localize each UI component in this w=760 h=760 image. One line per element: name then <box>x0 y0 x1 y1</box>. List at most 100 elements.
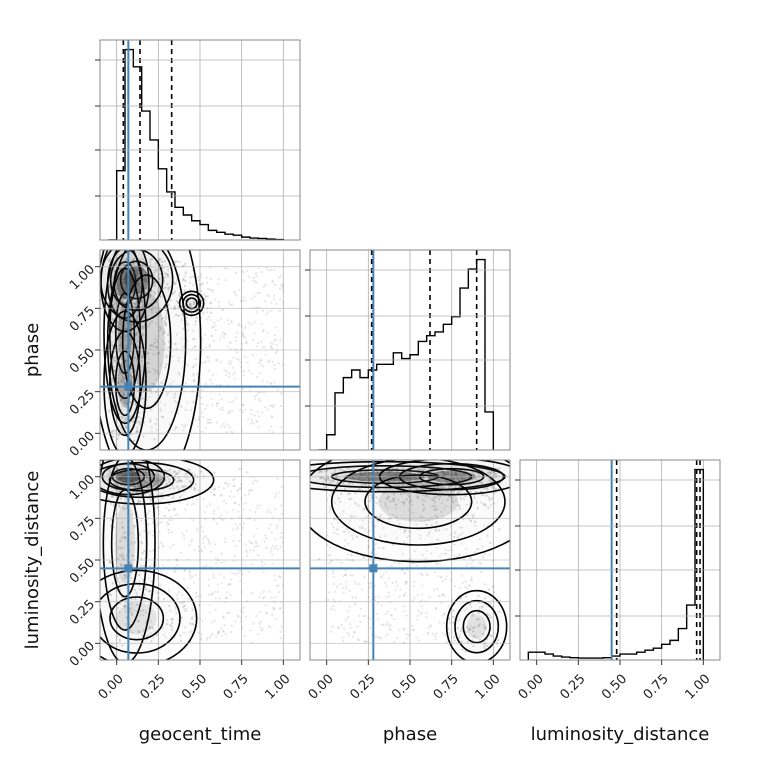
sample-point <box>374 598 377 601</box>
sample-point <box>408 495 411 498</box>
sample-point <box>491 486 494 489</box>
sample-point <box>271 346 274 350</box>
sample-point <box>482 487 486 491</box>
sample-point <box>228 341 231 344</box>
sample-point <box>142 389 146 392</box>
sample-point <box>120 536 124 539</box>
sample-point <box>147 480 150 484</box>
sample-point <box>173 508 176 511</box>
histogram-phase <box>318 258 495 450</box>
sample-point <box>130 597 134 601</box>
sample-point <box>367 546 370 549</box>
sample-point <box>421 584 424 587</box>
sample-point <box>449 473 453 477</box>
sample-point <box>192 329 195 332</box>
sample-point <box>459 526 462 529</box>
sample-point <box>113 301 116 305</box>
sample-point <box>403 572 406 575</box>
sample-point <box>122 376 125 380</box>
sample-point <box>403 610 406 613</box>
sample-point <box>425 523 429 527</box>
sample-point <box>169 609 172 613</box>
sample-point <box>123 296 126 299</box>
sample-point <box>212 573 215 576</box>
x-tick-label: 0.25 <box>347 672 378 703</box>
sample-point <box>367 529 371 532</box>
sample-point <box>210 397 213 401</box>
sample-point <box>395 537 398 540</box>
sample-point <box>187 469 191 472</box>
sample-point <box>463 495 466 498</box>
sample-point <box>123 576 127 580</box>
sample-point <box>413 550 416 553</box>
sample-point <box>240 429 244 432</box>
sample-point <box>215 404 218 408</box>
sample-point <box>234 544 237 547</box>
sample-point <box>207 295 210 298</box>
sample-point <box>442 473 446 477</box>
sample-point <box>122 546 125 550</box>
sample-point <box>339 583 342 586</box>
sample-point <box>255 306 258 309</box>
sample-point <box>135 479 139 482</box>
sample-point <box>170 626 174 629</box>
sample-point <box>458 636 461 639</box>
sample-point <box>252 422 255 425</box>
sample-point <box>323 485 327 489</box>
sample-point <box>458 586 461 590</box>
sample-point <box>215 359 218 362</box>
sample-point <box>359 479 363 483</box>
sample-point <box>118 638 121 641</box>
sample-point <box>327 478 330 481</box>
sample-point <box>465 587 469 590</box>
sample-point <box>229 411 232 414</box>
sample-point <box>119 498 122 501</box>
sample-point <box>235 528 239 531</box>
sample-point <box>437 529 441 532</box>
sample-point <box>139 420 142 424</box>
sample-point <box>139 610 142 613</box>
sample-point <box>457 537 460 540</box>
sample-point <box>263 300 266 303</box>
sample-point <box>430 552 433 555</box>
sample-point <box>233 290 236 293</box>
sample-point <box>428 596 431 599</box>
sample-point <box>333 582 336 586</box>
sample-point <box>240 342 244 345</box>
sample-point <box>365 640 368 643</box>
sample-point <box>132 609 135 612</box>
sample-point <box>150 343 153 347</box>
sample-point <box>199 289 203 293</box>
sample-point <box>396 518 400 522</box>
sample-point <box>263 406 267 409</box>
sample-point <box>387 495 390 499</box>
sample-point <box>136 330 140 334</box>
sample-point <box>491 635 494 638</box>
sample-point <box>269 511 272 514</box>
sample-point <box>319 470 323 473</box>
sample-point <box>351 596 354 599</box>
sample-point <box>481 555 484 558</box>
sample-point <box>218 338 222 341</box>
sample-point <box>376 635 379 639</box>
sample-point <box>276 344 279 347</box>
sample-point <box>164 636 168 639</box>
sample-point <box>360 527 364 530</box>
sample-point <box>237 510 240 513</box>
sample-point <box>200 548 203 552</box>
sample-point <box>149 593 152 597</box>
sample-point <box>120 336 123 340</box>
sample-point <box>326 499 329 502</box>
sample-point <box>161 415 165 419</box>
sample-point <box>347 492 350 496</box>
sample-point <box>480 481 483 485</box>
density-core <box>466 614 487 639</box>
sample-point <box>116 321 120 324</box>
sample-point <box>110 343 113 347</box>
sample-point <box>278 575 281 578</box>
sample-point <box>208 360 211 363</box>
sample-point <box>434 514 438 518</box>
sample-point <box>252 549 255 552</box>
sample-point <box>122 378 125 381</box>
sample-point <box>160 381 163 384</box>
